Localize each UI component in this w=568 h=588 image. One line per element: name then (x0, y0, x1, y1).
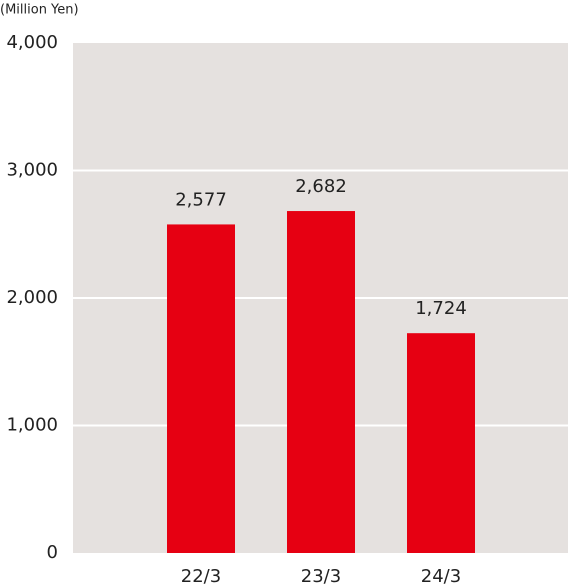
x-tick-label: 24/3 (421, 566, 461, 587)
value-label: 1,724 (415, 298, 467, 319)
x-tick-label: 23/3 (301, 566, 341, 587)
bar (287, 211, 355, 554)
value-label: 2,577 (175, 189, 227, 210)
y-axis-label: (Million Yen) (0, 3, 79, 18)
y-tick-label: 1,000 (6, 415, 58, 436)
y-tick-label: 4,000 (6, 32, 58, 53)
bar (167, 224, 235, 553)
x-tick-label: 22/3 (181, 566, 221, 587)
value-label: 2,682 (295, 176, 347, 197)
y-tick-label: 0 (47, 542, 58, 563)
y-tick-label: 3,000 (6, 160, 58, 181)
bar (407, 333, 475, 553)
y-tick-label: 2,000 (6, 287, 58, 308)
